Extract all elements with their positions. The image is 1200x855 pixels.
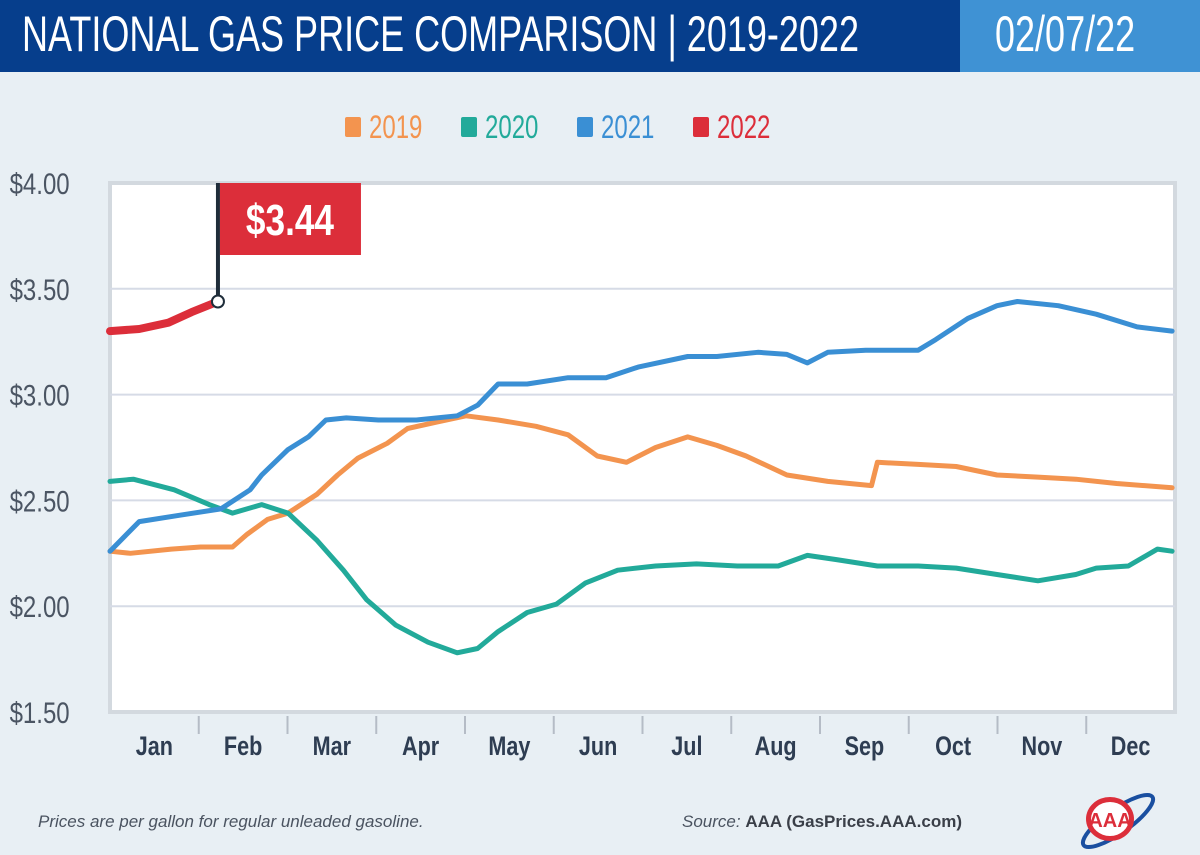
x-tick-label: Apr (402, 732, 440, 762)
y-tick-label: $2.50 (10, 484, 70, 518)
y-tick-label: $2.00 (10, 590, 70, 624)
legend-swatch (461, 117, 477, 137)
footnote: Prices are per gallon for regular unlead… (38, 812, 424, 831)
date-label: 02/07/22 (995, 6, 1190, 62)
legend-item-2019: 2019 (345, 108, 439, 145)
legend-swatch (577, 117, 593, 137)
y-tick-label: $3.50 (10, 272, 70, 306)
legend-label: 2019 (369, 108, 423, 145)
x-tick-label: Nov (1021, 732, 1062, 762)
series-line-2021 (107, 299, 1175, 554)
chart-title: NATIONAL GAS PRICE COMPARISON | 2019-202… (22, 6, 1184, 62)
series-line-2022 (106, 297, 222, 336)
series-line-2019 (107, 413, 1175, 556)
svg-text:AAA: AAA (1088, 810, 1131, 832)
plot-area (108, 181, 1177, 714)
source: Source: AAA (GasPrices.AAA.com) (682, 812, 962, 832)
x-tick-label: Sep (845, 732, 885, 762)
source-value: AAA (GasPrices.AAA.com) (745, 812, 962, 831)
x-tick-label: Dec (1111, 732, 1151, 762)
x-tick-label: Aug (755, 732, 797, 762)
legend-label: 2021 (601, 108, 655, 145)
date-box (960, 0, 1200, 72)
legend-item-2021: 2021 (577, 108, 671, 145)
title-text: NATIONAL GAS PRICE COMPARISON (22, 6, 658, 62)
callout-box (219, 183, 361, 255)
y-tick-label: $3.00 (10, 378, 70, 412)
x-tick-label: Jun (579, 732, 617, 762)
x-tick-label: Feb (224, 732, 262, 762)
title-bar: NATIONAL GAS PRICE COMPARISON | 2019-202… (0, 0, 960, 72)
y-tick-label: $4.00 (10, 166, 70, 200)
callout-marker (210, 294, 225, 309)
series-line-2020 (107, 476, 1175, 656)
title-years: | 2019-2022 (667, 6, 859, 62)
x-tick-label: May (488, 732, 530, 762)
x-tick-label: Jan (136, 732, 173, 762)
legend-item-2022: 2022 (693, 108, 787, 145)
legend-swatch (345, 117, 361, 137)
y-tick-label: $1.50 (10, 695, 70, 729)
legend-label: 2020 (485, 108, 539, 145)
x-tick-label: Mar (313, 732, 352, 762)
legend-swatch (693, 117, 709, 137)
aaa-logo-icon: AAA (1080, 792, 1156, 850)
x-tick-label: Oct (935, 732, 971, 762)
legend-label: 2022 (717, 108, 771, 145)
legend-item-2020: 2020 (461, 108, 555, 145)
legend: 2019 2020 2021 2022 (345, 108, 809, 145)
x-tick-label: Jul (671, 732, 702, 762)
source-label: Source: (682, 812, 741, 831)
date-text: 02/07/22 (995, 6, 1136, 62)
callout-label: $3.44 (246, 196, 334, 245)
